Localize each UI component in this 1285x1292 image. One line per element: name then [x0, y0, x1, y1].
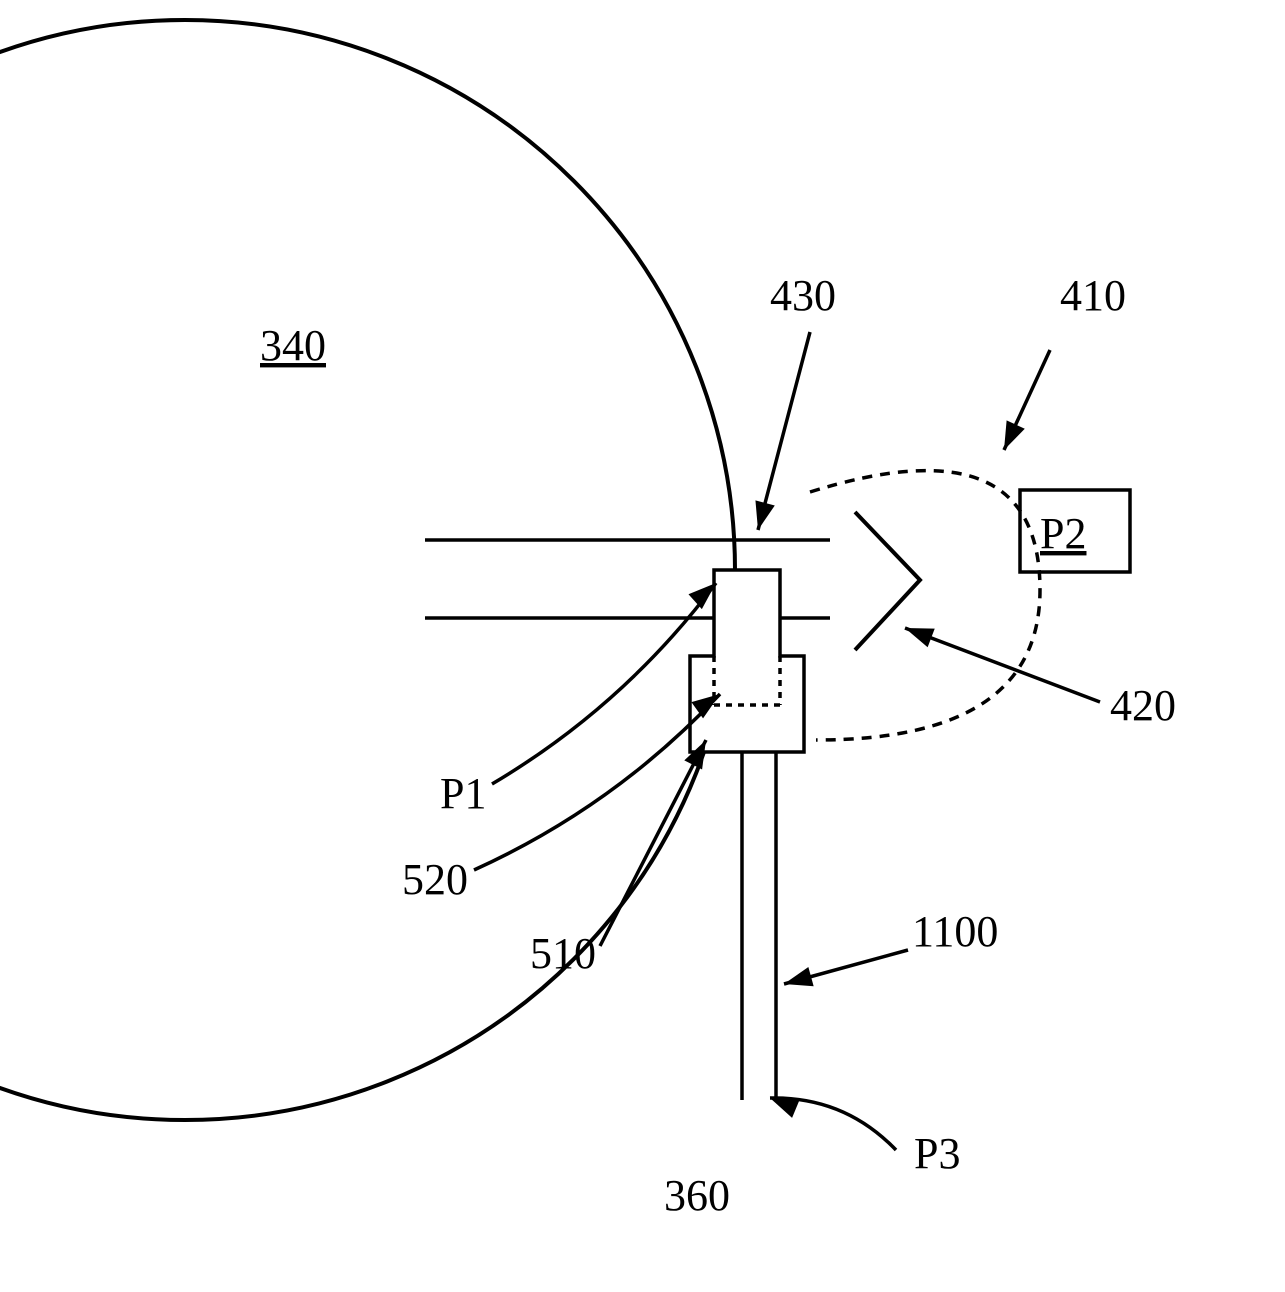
label-p1: P1	[440, 769, 486, 818]
label-p2: P2	[1040, 509, 1086, 558]
label-420: 420	[1110, 681, 1176, 730]
label-510: 510	[530, 929, 596, 978]
label-430: 430	[770, 271, 836, 320]
dashed-hood-410	[810, 471, 1040, 740]
label-520: 520	[402, 855, 468, 904]
label-1100: 1100	[912, 907, 998, 956]
label-p3: P3	[914, 1129, 960, 1178]
label-340: 340	[260, 321, 326, 370]
main-circle-340	[0, 20, 735, 1120]
label-410: 410	[1060, 271, 1126, 320]
label-360: 360	[664, 1171, 730, 1220]
